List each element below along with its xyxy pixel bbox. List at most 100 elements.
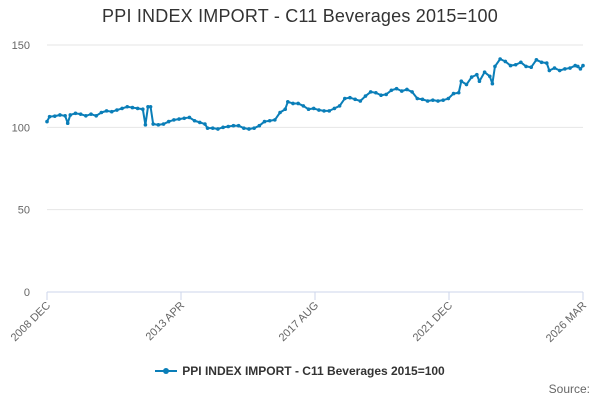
- x-tick-label: 2021 DEC: [411, 300, 455, 344]
- data-point: [247, 127, 251, 131]
- x-tick-label: 2013 APR: [144, 300, 188, 344]
- data-point: [273, 118, 277, 122]
- data-point: [45, 119, 49, 124]
- data-point: [498, 57, 502, 61]
- data-point: [490, 81, 495, 86]
- data-point: [389, 88, 394, 93]
- data-point: [539, 60, 544, 65]
- data-point: [141, 107, 145, 112]
- x-tick-label: 2026 MAR: [544, 300, 589, 345]
- data-point: [405, 87, 409, 92]
- data-point: [487, 74, 492, 79]
- data-point: [166, 119, 171, 124]
- data-point: [296, 101, 300, 106]
- series-line: [46, 58, 584, 130]
- data-point: [415, 96, 420, 101]
- data-point: [197, 120, 202, 125]
- chart-title: PPI INDEX IMPORT - C11 Beverages 2015=10…: [102, 6, 498, 26]
- data-point: [221, 125, 225, 130]
- data-point: [73, 111, 78, 116]
- y-tick-label: 50: [18, 205, 30, 217]
- legend[interactable]: PPI INDEX IMPORT - C11 Beverages 2015=10…: [0, 364, 600, 378]
- data-point: [151, 122, 155, 126]
- data-point: [210, 126, 215, 130]
- data-point: [291, 101, 295, 106]
- data-point: [257, 123, 262, 128]
- data-point: [187, 115, 192, 120]
- data-point: [84, 114, 88, 118]
- data-point: [493, 64, 497, 69]
- data-point: [557, 68, 562, 73]
- data-point: [236, 123, 241, 128]
- data-point: [529, 65, 534, 70]
- data-point: [226, 124, 231, 129]
- data-point: [109, 109, 114, 114]
- data-point: [524, 64, 528, 69]
- data-point: [451, 91, 456, 96]
- data-point: [317, 108, 321, 112]
- data-point: [353, 97, 357, 102]
- data-point: [278, 110, 282, 115]
- data-point: [216, 127, 220, 131]
- data-point: [475, 72, 479, 77]
- data-point: [513, 62, 518, 67]
- data-point: [568, 66, 572, 70]
- data-point: [301, 104, 306, 108]
- data-point: [436, 99, 440, 103]
- data-point: [146, 104, 150, 109]
- data-point: [563, 67, 567, 71]
- data-point: [348, 95, 352, 100]
- data-point: [192, 118, 197, 123]
- data-point: [252, 126, 256, 130]
- legend-swatch: [155, 365, 178, 377]
- data-point: [508, 63, 513, 68]
- data-point: [581, 63, 585, 68]
- source-label: Source:: [548, 382, 590, 396]
- data-point: [503, 59, 508, 64]
- data-point: [89, 112, 93, 116]
- data-point: [399, 89, 404, 93]
- data-point: [394, 86, 399, 91]
- data-point: [547, 68, 552, 73]
- data-point: [262, 119, 267, 124]
- data-point: [120, 106, 124, 111]
- data-point: [374, 90, 378, 95]
- data-point: [420, 97, 425, 102]
- data-point: [306, 107, 311, 112]
- data-point: [68, 113, 73, 117]
- data-point: [135, 106, 140, 111]
- y-tick-label: 100: [12, 122, 30, 134]
- data-point: [534, 58, 539, 62]
- data-point: [172, 118, 176, 122]
- data-point: [267, 118, 272, 123]
- data-point: [182, 116, 187, 121]
- data-point: [104, 109, 109, 113]
- data-point: [363, 94, 368, 98]
- data-point: [384, 92, 389, 97]
- data-point: [58, 113, 62, 117]
- data-point: [322, 109, 326, 113]
- data-point: [311, 106, 316, 111]
- data-point: [456, 90, 461, 95]
- data-point: [65, 121, 70, 126]
- data-point: [332, 106, 337, 111]
- data-point: [469, 75, 474, 79]
- data-point: [203, 122, 207, 126]
- data-point: [78, 112, 83, 116]
- data-point: [94, 114, 98, 118]
- data-point: [205, 126, 210, 130]
- data-point: [231, 123, 236, 128]
- data-point: [177, 117, 181, 121]
- data-point: [441, 98, 445, 102]
- data-point: [459, 79, 464, 84]
- data-point: [431, 98, 435, 102]
- data-point: [477, 79, 482, 84]
- y-tick-label: 150: [12, 40, 30, 52]
- legend-label: PPI INDEX IMPORT - C11 Beverages 2015=10…: [182, 364, 445, 378]
- data-point: [368, 90, 373, 94]
- data-point: [161, 122, 166, 126]
- data-point: [130, 105, 135, 110]
- data-point: [379, 93, 383, 98]
- data-point: [47, 114, 52, 119]
